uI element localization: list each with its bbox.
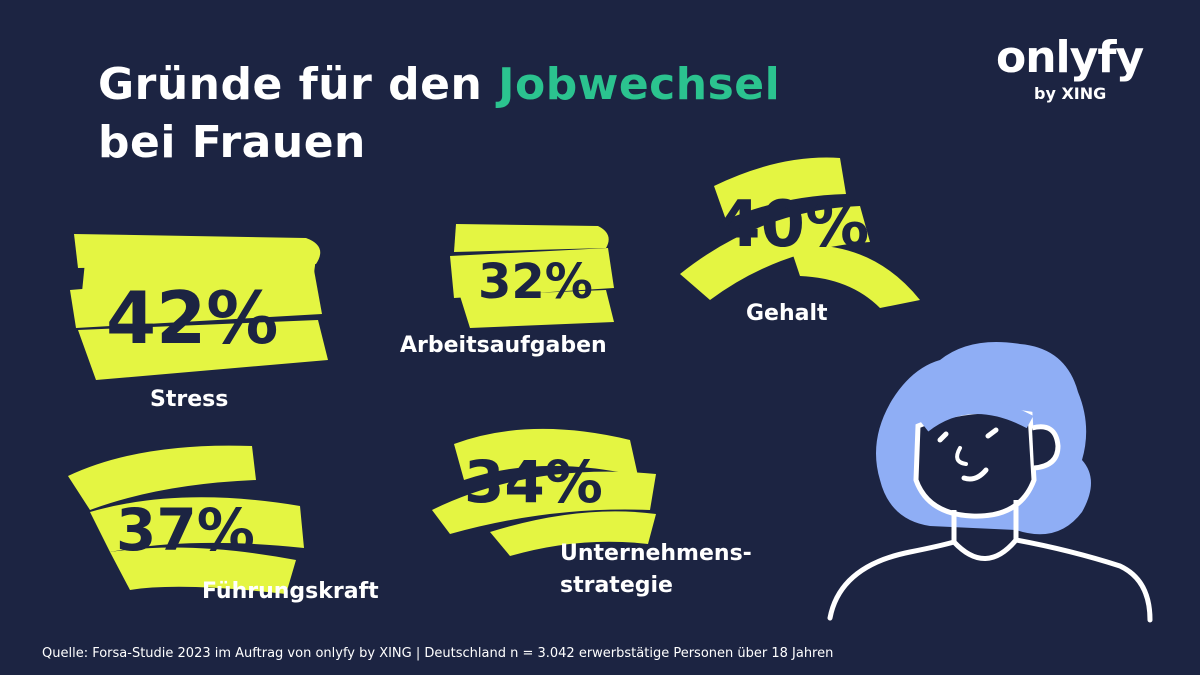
logo-sub: by XING [1034,84,1107,103]
highlight-brush-shape [432,428,656,556]
stat-label-line1: Unternehmens- [560,541,752,566]
highlight-brush-shape [680,157,920,308]
highlight-brush-shape [450,224,614,328]
page-title: Gründe für den Jobwechsel bei Frauen [98,56,780,172]
logo-brand: onlyfy [996,32,1144,83]
title-text: Gründe für den [98,59,499,110]
stat-label-line2: strategie [560,573,673,598]
title-accent: Jobwechsel [498,59,781,110]
stat-arbeitsaufgaben: 32% Arbeitsaufgaben [400,222,650,362]
stat-value: 42% [106,276,279,360]
highlight-brush-shape [70,234,328,380]
title-line-2: bei Frauen [98,117,366,168]
stat-value: 32% [478,254,593,310]
onlyfy-logo: onlyfy by XING [996,32,1144,104]
stat-label: Gehalt [746,301,828,326]
woman-portrait-icon [820,330,1160,634]
stat-value: 34% [464,448,603,516]
stat-value: 40% [716,188,870,262]
stat-fuehrungskraft: 37% Führungskraft [60,440,410,610]
stat-label: Arbeitsaufgaben [400,333,607,358]
highlight-brush-shape [68,445,304,594]
stat-value: 37% [116,496,255,564]
stat-gehalt: 40% Gehalt [670,150,930,330]
stat-label: Führungskraft [202,579,379,604]
stat-stress: 42% Stress [66,230,346,420]
source-note: Quelle: Forsa-Studie 2023 im Auftrag von… [42,646,834,661]
stat-label: Stress [150,387,229,412]
stat-unternehmensstrategie: 34% Unternehmens- strategie [430,414,790,614]
